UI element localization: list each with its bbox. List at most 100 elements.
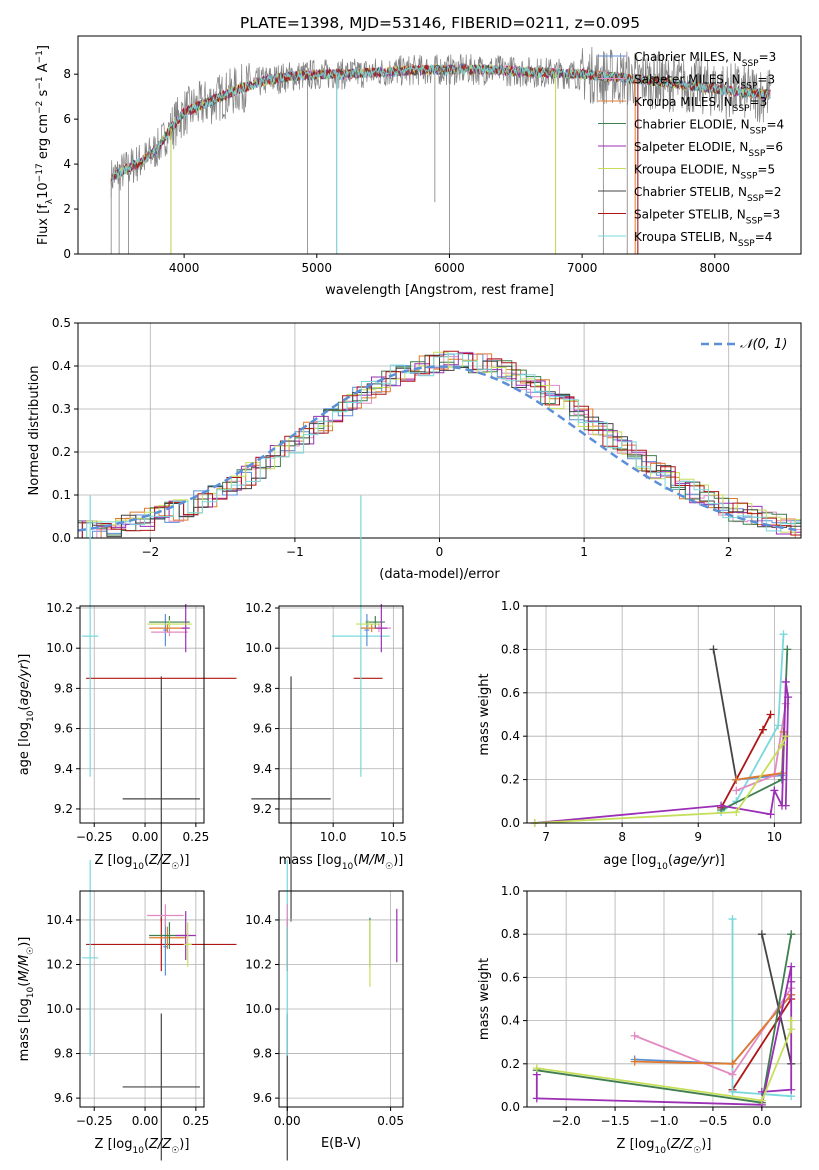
axes-frame bbox=[278, 605, 404, 824]
legend-sub: SSP bbox=[741, 172, 758, 182]
y-tick-label: 4 bbox=[63, 157, 71, 171]
x-tick-label: −1.0 bbox=[649, 1114, 678, 1128]
legend-text: Chabrier MILES, N bbox=[634, 50, 742, 64]
x-axis-label: (data-model)/error bbox=[379, 567, 500, 582]
legend-sub: SSP bbox=[746, 217, 763, 227]
y-axis-label: age [log10(age/yr)] bbox=[17, 654, 36, 776]
chart-layer: 4000 5000 6000 7000 8000 0 2 4 6 8 wavelength [Ang… bbox=[17, 35, 802, 1161]
x-tick-label: −2 bbox=[141, 545, 159, 559]
x-tick-label: −2.0 bbox=[552, 1114, 581, 1128]
y-axis-label: mass weight bbox=[477, 673, 492, 755]
model-line-chabrier_stelib bbox=[110, 63, 771, 183]
weight-marker-kroupa_elodie bbox=[787, 1025, 796, 1034]
label-part: −1 bbox=[35, 50, 45, 63]
weight-marker-salpeter_stelib bbox=[766, 710, 775, 719]
figure-title: PLATE=1398, MJD=53146, FIBERID=0211, z=0… bbox=[240, 14, 640, 32]
legend-tail: =2 bbox=[764, 185, 782, 199]
x-tick-label: 10.5 bbox=[380, 830, 407, 844]
normal-curve-line bbox=[78, 365, 801, 532]
y-tick-label: 0.4 bbox=[501, 1014, 520, 1028]
y-tick-label: 0.0 bbox=[501, 816, 520, 830]
label-part: ☉ bbox=[171, 862, 179, 872]
weight-marker-kroupa_miles bbox=[728, 1059, 737, 1068]
axes-frame bbox=[77, 35, 802, 255]
label-part: ☉ bbox=[385, 862, 393, 872]
hist-plot bbox=[78, 350, 801, 538]
label-part: Z/Z bbox=[148, 853, 172, 868]
legend-text: Kroupa MILES, N bbox=[634, 95, 733, 109]
model-line-salpeter_stelib bbox=[110, 63, 771, 183]
legend-tail: =3 bbox=[763, 208, 781, 222]
weight-marker-kroupa_stelib bbox=[779, 630, 788, 639]
weight-marker-salpeter_elodie bbox=[766, 810, 775, 819]
x-tick-label: 7 bbox=[542, 830, 550, 844]
y-tick-label: 9.6 bbox=[253, 1091, 272, 1105]
label-part: 10 bbox=[132, 1146, 144, 1156]
weight-marker-kroupa_stelib bbox=[728, 1087, 737, 1096]
x-tick-label: −0.25 bbox=[76, 1114, 113, 1128]
x-tick-label: 0.00 bbox=[132, 1114, 159, 1128]
weight-line-kroupa_elodie bbox=[536, 1020, 793, 1102]
y-tick-label: 10.0 bbox=[245, 1002, 272, 1016]
y-tick-label: 9.2 bbox=[54, 802, 73, 816]
label-part: ( bbox=[144, 1137, 149, 1152]
weight-marker-kroupa_elodie bbox=[781, 732, 790, 741]
weight-marker-kroupa_elodie bbox=[732, 808, 741, 817]
mass_vs_ebv-panel: 0.00 0.05 9.6 9.8 10.0 10.2 10.4 E(B-V) bbox=[245, 859, 404, 1161]
x-tick-label: 8 bbox=[618, 830, 626, 844]
y-tick-label: 0.3 bbox=[52, 402, 71, 416]
y-tick-label: 10.0 bbox=[46, 641, 73, 655]
legend-sub: SSP bbox=[741, 82, 758, 92]
label-part: −2 bbox=[35, 101, 45, 114]
x-tick-label: 9 bbox=[694, 830, 702, 844]
legend-text: Salpeter ELODIE, N bbox=[634, 140, 748, 154]
x-tick-label: −1.5 bbox=[601, 1114, 630, 1128]
x-tick-label: −1 bbox=[286, 545, 304, 559]
weight-marker-kroupa_miles bbox=[630, 1057, 639, 1066]
x-tick-label: 8000 bbox=[699, 261, 730, 275]
x-axis-label: mass [log10(M/M☉)] bbox=[279, 853, 404, 872]
legend-sub: SSP bbox=[742, 59, 759, 69]
label-part: λ bbox=[45, 198, 55, 204]
x-tick-label: 1 bbox=[580, 545, 588, 559]
weight-marker-salpeter_elodie bbox=[787, 962, 796, 971]
weight-marker-salpeter_miles bbox=[732, 786, 741, 795]
label-part: ( bbox=[353, 853, 358, 868]
y-tick-label: 9.6 bbox=[54, 722, 73, 736]
weight-marker-kroupa_stelib bbox=[774, 721, 783, 730]
label-part: ☉ bbox=[171, 1146, 179, 1156]
legend-text: Salpeter STELIB, N bbox=[634, 208, 746, 222]
label-part: )] bbox=[393, 853, 403, 868]
histogram-kroupa_miles bbox=[78, 353, 801, 538]
legend-sub: SSP bbox=[733, 104, 750, 114]
legend-text: Kroupa STELIB, N bbox=[634, 230, 738, 244]
y-tick-label: 9.4 bbox=[253, 762, 272, 776]
x-tick-label: 0.0 bbox=[752, 1114, 771, 1128]
label-part: age [log bbox=[17, 722, 32, 775]
axes-frame bbox=[526, 605, 802, 824]
histogram-salpeter_elodie bbox=[78, 352, 801, 538]
label-part: 10 bbox=[342, 862, 354, 872]
legend-sub: SSP bbox=[750, 127, 767, 137]
weight-marker-salpeter_elodie bbox=[770, 786, 779, 795]
histogram-chabrier_stelib bbox=[78, 354, 801, 538]
weight-line-kroupa_miles bbox=[736, 731, 785, 781]
label-part: Z/Z bbox=[670, 1137, 694, 1152]
y-axis-label: Flux [fλ10−17 erg cm−2 s−1 A−1] bbox=[35, 45, 55, 245]
weight-marker-chabrier_elodie bbox=[783, 645, 792, 654]
histogram-salpeter_miles bbox=[78, 351, 801, 538]
x-tick-label: 10.0 bbox=[320, 830, 347, 844]
label-part: M/M bbox=[17, 955, 32, 982]
y-tick-label: 0.0 bbox=[501, 1100, 520, 1114]
weight-marker-kroupa_elodie bbox=[777, 740, 786, 749]
legend-label-kroupa_elodie: Kroupa ELODIE, NSSP=5 bbox=[634, 163, 775, 182]
legend-label-salpeter_miles: Salpeter MILES, NSSP=3 bbox=[634, 73, 775, 92]
label-part: Z [log bbox=[95, 1137, 133, 1152]
y-tick-label: 0.6 bbox=[501, 970, 520, 984]
x-tick-label: 0.00 bbox=[274, 1114, 301, 1128]
x-tick-label: 0.25 bbox=[183, 1114, 210, 1128]
y-axis-label: mass weight bbox=[477, 958, 492, 1040]
label-part: M/M bbox=[358, 853, 385, 868]
y-tick-label: 1.0 bbox=[501, 599, 520, 613]
